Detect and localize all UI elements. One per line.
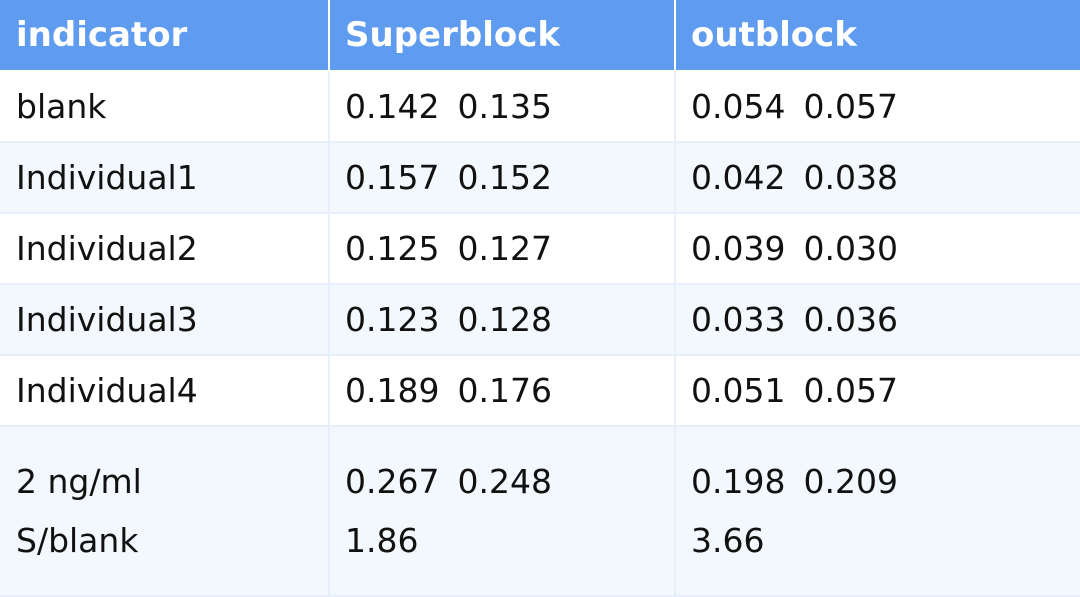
ratio-value: 1.86	[345, 521, 419, 560]
row-individual1-indicator: Individual1	[0, 143, 330, 214]
value: 0.123	[345, 300, 440, 339]
value: 0.039	[691, 229, 786, 268]
header-outblock: outblock	[676, 0, 1080, 72]
row-individual1-superblock: 0.157 0.152	[330, 143, 676, 214]
value: 0.036	[803, 300, 898, 339]
table-bottom-border	[0, 595, 1080, 597]
value: 0.189	[345, 371, 440, 410]
row-individual3-outblock: 0.033 0.036	[676, 285, 1080, 356]
row-individual4-indicator: Individual4	[0, 356, 330, 427]
header-superblock: Superblock	[330, 0, 676, 72]
indicator-line: 2 ng/ml	[16, 462, 142, 501]
value: 0.135	[457, 87, 552, 126]
value: 0.142	[345, 87, 440, 126]
value: 0.038	[803, 158, 898, 197]
value: 0.198	[691, 462, 786, 501]
ratio-value: 3.66	[691, 521, 765, 560]
value: 0.157	[345, 158, 440, 197]
value: 0.042	[691, 158, 786, 197]
row-2ngml-indicator: 2 ng/ml S/blank	[0, 427, 330, 597]
row-individual2-outblock: 0.039 0.030	[676, 214, 1080, 285]
row-individual3-superblock: 0.123 0.128	[330, 285, 676, 356]
row-individual3-indicator: Individual3	[0, 285, 330, 356]
value: 0.057	[803, 371, 898, 410]
row-individual2-superblock: 0.125 0.127	[330, 214, 676, 285]
indicator-line: S/blank	[16, 521, 139, 560]
value: 0.033	[691, 300, 786, 339]
row-2ngml-outblock: 0.198 0.209 3.66	[676, 427, 1080, 597]
value: 0.054	[691, 87, 786, 126]
row-individual4-superblock: 0.189 0.176	[330, 356, 676, 427]
row-individual4-outblock: 0.051 0.057	[676, 356, 1080, 427]
value: 0.152	[457, 158, 552, 197]
value: 0.125	[345, 229, 440, 268]
value: 0.248	[457, 462, 552, 501]
row-blank-superblock: 0.142 0.135	[330, 72, 676, 143]
header-indicator: indicator	[0, 0, 330, 72]
value: 0.128	[457, 300, 552, 339]
value: 0.209	[803, 462, 898, 501]
row-blank-outblock: 0.054 0.057	[676, 72, 1080, 143]
row-2ngml-superblock: 0.267 0.248 1.86	[330, 427, 676, 597]
value: 0.057	[803, 87, 898, 126]
value: 0.127	[457, 229, 552, 268]
row-blank-indicator: blank	[0, 72, 330, 143]
value: 0.051	[691, 371, 786, 410]
row-individual1-outblock: 0.042 0.038	[676, 143, 1080, 214]
value: 0.176	[457, 371, 552, 410]
value: 0.267	[345, 462, 440, 501]
value: 0.030	[803, 229, 898, 268]
row-individual2-indicator: Individual2	[0, 214, 330, 285]
